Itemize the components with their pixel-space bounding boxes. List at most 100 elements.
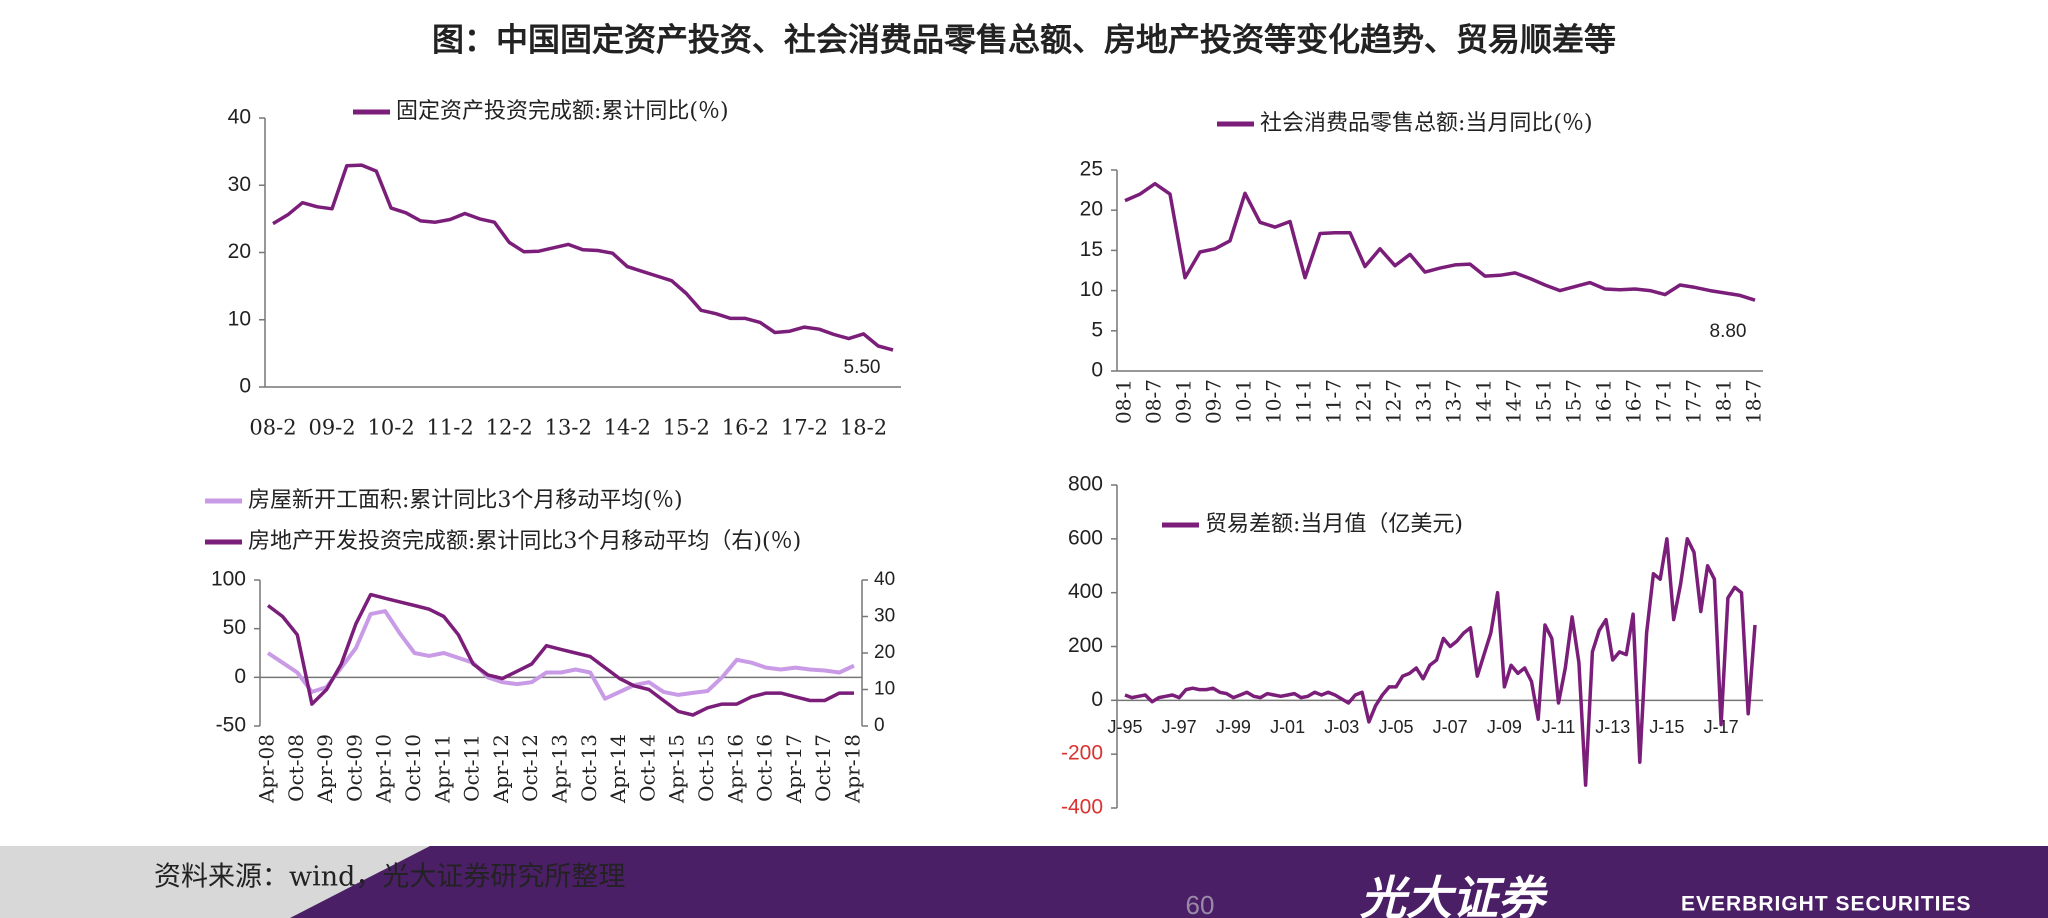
x-tick-label: 11-7 bbox=[1322, 379, 1346, 424]
x-tick-label: 13-2 bbox=[545, 416, 592, 440]
data-line bbox=[266, 592, 854, 717]
annotation: 8.80 bbox=[1710, 321, 1747, 342]
x-tick-label: Apr-12 bbox=[489, 734, 513, 804]
x-tick-label: 11-2 bbox=[427, 416, 474, 440]
y-tick-label: 5 bbox=[1091, 318, 1103, 341]
x-tick-label: 16-1 bbox=[1592, 379, 1616, 424]
y-tick-label: 20 bbox=[228, 240, 251, 263]
x-tick-label: 17-7 bbox=[1682, 379, 1706, 424]
x-tick-label: 18-1 bbox=[1712, 379, 1736, 424]
x-tick-label: Apr-15 bbox=[665, 734, 689, 804]
y2-tick-label: 10 bbox=[874, 679, 895, 700]
y-tick-label: 50 bbox=[223, 616, 246, 639]
x-tick-label: Oct-09 bbox=[342, 734, 366, 802]
x-tick-label: 09-7 bbox=[1202, 379, 1226, 424]
y-tick-label: 800 bbox=[1068, 473, 1103, 496]
x-tick-label: 18-2 bbox=[840, 416, 887, 440]
x-tick-label: Oct-15 bbox=[694, 734, 718, 802]
x-tick-label: Oct-11 bbox=[460, 734, 484, 802]
x-tick-label: Oct-17 bbox=[811, 734, 835, 802]
x-tick-label: J-99 bbox=[1216, 717, 1251, 737]
y-tick-label: 100 bbox=[211, 568, 246, 591]
x-tick-label: 08-2 bbox=[249, 416, 296, 440]
x-tick-label: 11-1 bbox=[1292, 379, 1316, 424]
x-tick-label: 12-7 bbox=[1382, 379, 1406, 424]
y2-tick-label: 40 bbox=[874, 569, 895, 590]
x-tick-label: J-05 bbox=[1378, 717, 1413, 737]
x-tick-label: J-15 bbox=[1649, 717, 1684, 737]
x-tick-label: 14-1 bbox=[1472, 379, 1496, 424]
legend-label: 社会消费品零售总额:当月同比(％) bbox=[1260, 111, 1593, 136]
y-tick-label: -400 bbox=[1061, 796, 1103, 819]
y-tick-label: 25 bbox=[1080, 158, 1103, 181]
x-tick-label: 15-1 bbox=[1532, 379, 1556, 424]
footer-brand-band bbox=[290, 846, 2048, 918]
y-tick-label: 200 bbox=[1068, 634, 1103, 657]
legend-label: 贸易差额:当月值（亿美元) bbox=[1205, 512, 1463, 537]
x-tick-label: Oct-13 bbox=[577, 734, 601, 802]
y-tick-label: 20 bbox=[1080, 198, 1103, 221]
x-tick-label: Apr-11 bbox=[430, 734, 454, 804]
x-tick-label: Apr-13 bbox=[548, 734, 572, 804]
y-tick-label: 0 bbox=[1091, 359, 1103, 382]
x-tick-label: 09-2 bbox=[308, 416, 355, 440]
x-tick-label: 12-1 bbox=[1352, 379, 1376, 424]
y-tick-label: 40 bbox=[228, 106, 251, 129]
x-tick-label: 13-7 bbox=[1442, 379, 1466, 424]
x-tick-label: 08-1 bbox=[1112, 379, 1136, 424]
data-line bbox=[266, 609, 855, 701]
x-tick-label: J-01 bbox=[1270, 717, 1305, 737]
page-number: 60 bbox=[1186, 890, 1215, 918]
x-tick-label: Apr-08 bbox=[255, 734, 279, 804]
x-tick-label: 16-2 bbox=[722, 416, 769, 440]
y2-tick-label: 30 bbox=[874, 606, 895, 627]
x-tick-label: 15-2 bbox=[663, 416, 710, 440]
x-tick-label: Oct-12 bbox=[518, 734, 542, 802]
x-tick-label: Oct-16 bbox=[753, 734, 777, 802]
x-tick-label: Apr-18 bbox=[841, 734, 865, 804]
x-tick-label: Apr-14 bbox=[606, 734, 630, 804]
x-tick-label: 16-7 bbox=[1622, 379, 1646, 424]
y-tick-label: -50 bbox=[216, 714, 246, 737]
x-tick-label: J-97 bbox=[1162, 717, 1197, 737]
x-tick-label: Apr-17 bbox=[782, 734, 806, 804]
x-tick-label: 08-7 bbox=[1142, 379, 1166, 424]
x-tick-label: Apr-16 bbox=[723, 734, 747, 804]
y-tick-label: -200 bbox=[1061, 742, 1103, 765]
x-tick-label: 10-2 bbox=[368, 416, 415, 440]
y2-tick-label: 0 bbox=[874, 715, 885, 736]
x-tick-label: Oct-08 bbox=[284, 734, 308, 802]
y-tick-label: 0 bbox=[239, 375, 251, 398]
x-tick-label: J-07 bbox=[1433, 717, 1468, 737]
legend-label: 房屋新开工面积:累计同比3个月移动平均(％) bbox=[248, 488, 683, 513]
y-tick-label: 400 bbox=[1068, 580, 1103, 603]
x-tick-label: 09-1 bbox=[1172, 379, 1196, 424]
x-tick-label: J-17 bbox=[1704, 717, 1739, 737]
legend-label: 房地产开发投资完成额:累计同比3个月移动平均（右)(％) bbox=[248, 529, 801, 554]
x-tick-label: 15-7 bbox=[1562, 379, 1586, 424]
x-tick-label: J-11 bbox=[1542, 717, 1576, 737]
x-tick-label: Apr-10 bbox=[372, 734, 396, 804]
data-line bbox=[272, 163, 894, 352]
y-tick-label: 10 bbox=[1080, 278, 1103, 301]
x-tick-label: 14-7 bbox=[1502, 379, 1526, 424]
logo-cn: 光大证券 bbox=[1360, 871, 1548, 918]
x-tick-label: J-13 bbox=[1595, 717, 1630, 737]
data-line bbox=[1124, 181, 1756, 302]
y-tick-label: 600 bbox=[1068, 526, 1103, 549]
x-tick-label: 14-2 bbox=[604, 416, 651, 440]
x-tick-label: 18-7 bbox=[1742, 379, 1766, 424]
x-tick-label: Oct-10 bbox=[401, 734, 425, 802]
x-tick-label: 17-2 bbox=[781, 416, 828, 440]
y-tick-label: 10 bbox=[228, 307, 251, 330]
legend-label: 固定资产投资完成额:累计同比(％) bbox=[396, 99, 729, 124]
data-line bbox=[1124, 537, 1757, 787]
x-tick-label: J-09 bbox=[1487, 717, 1522, 737]
y2-tick-label: 20 bbox=[874, 642, 895, 663]
x-tick-label: Apr-09 bbox=[313, 734, 337, 804]
x-tick-label: J-95 bbox=[1107, 717, 1142, 737]
logo-en: EVERBRIGHT SECURITIES bbox=[1681, 893, 1972, 916]
x-tick-label: 10-7 bbox=[1262, 379, 1286, 424]
